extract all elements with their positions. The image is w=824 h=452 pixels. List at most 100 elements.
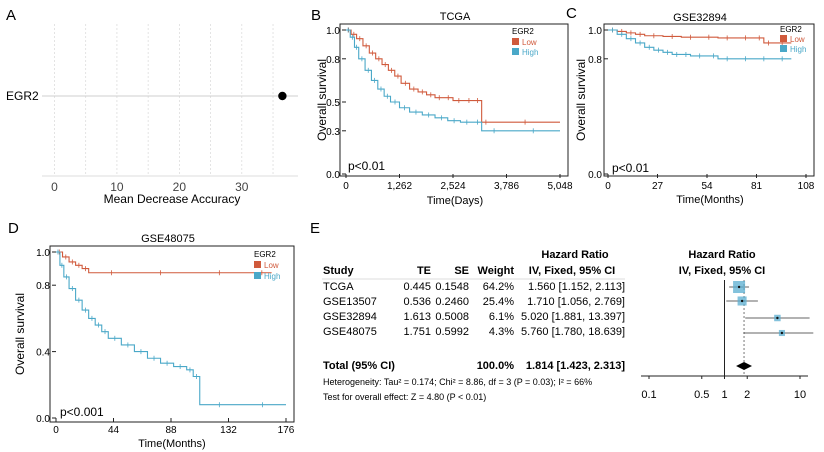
forest-row-study: GSE32894 bbox=[323, 311, 377, 323]
panel-b-frame bbox=[339, 23, 569, 177]
forest-x-tick-label: 2 bbox=[744, 389, 750, 401]
panel-c-legend-high: High bbox=[790, 45, 806, 54]
x-tick-label: 0 bbox=[53, 425, 59, 436]
panel-d-y-label: Overall survival bbox=[13, 293, 27, 375]
panel-d-title: GSE48075 bbox=[141, 233, 195, 245]
x-tick-label: 44 bbox=[108, 425, 120, 436]
panel-b-legend-low: Low bbox=[522, 38, 537, 47]
panel-a-x-tick-label: 0 bbox=[51, 180, 58, 194]
forest-row-ci: 5.760 [1.780, 18.639] bbox=[521, 326, 625, 338]
forest-row-study: GSE48075 bbox=[323, 326, 377, 338]
panel-c-title: GSE32894 bbox=[673, 12, 727, 24]
panel-a: A EGR2 0 10 20 30 Mean Decrease Accuracy bbox=[6, 7, 298, 206]
km-curve-high bbox=[56, 251, 286, 406]
y-tick-label: 0.3 bbox=[326, 127, 340, 138]
forest-row-study: TCGA bbox=[323, 281, 354, 293]
forest-col-study: Study bbox=[323, 265, 354, 277]
panel-a-row-label: EGR2 bbox=[6, 89, 39, 103]
y-tick-label: 1.0 bbox=[326, 26, 340, 37]
panel-d-legend-high-swatch bbox=[254, 272, 261, 279]
x-tick-label: 81 bbox=[751, 181, 763, 192]
forest-study-point bbox=[780, 331, 784, 335]
panel-e: E Hazard Ratio Study TE SE Weight IV, Fi… bbox=[310, 220, 814, 402]
panel-d: D GSE48075 0.0 0.4 0.8 1.0 0 44 88 132 176 p<0.0… bbox=[8, 220, 295, 450]
panel-c-legend-low: Low bbox=[790, 35, 805, 44]
forest-row-te: 1.613 bbox=[403, 311, 431, 323]
panel-c-legend-high-swatch bbox=[780, 45, 787, 52]
panel-label-a: A bbox=[6, 7, 16, 24]
y-tick-label: 0.0 bbox=[588, 170, 602, 181]
panel-c-y-label: Overall survival bbox=[574, 59, 588, 141]
forest-study-point bbox=[776, 316, 779, 320]
panel-d-legend-high: High bbox=[264, 272, 280, 281]
forest-row-study: GSE13507 bbox=[323, 296, 377, 308]
x-tick-label: 0 bbox=[343, 181, 349, 192]
x-tick-label: 3,786 bbox=[494, 181, 519, 192]
forest-total-ci: 1.814 [1.423, 2.313] bbox=[526, 360, 625, 372]
panel-b: B TCGA 0.0 0.3 0.5 0.8 1.0 0 1,262 2,524 3,786 5,… bbox=[311, 7, 573, 207]
panel-b-x-label: Time(Days) bbox=[427, 195, 483, 207]
panel-b-legend-high: High bbox=[522, 48, 538, 57]
forest-row-se: 0.5008 bbox=[435, 311, 469, 323]
km-curve-low bbox=[56, 251, 272, 274]
panel-b-legend-high-swatch bbox=[512, 48, 519, 55]
forest-total-weight: 100.0% bbox=[477, 360, 515, 372]
panel-a-x-tick-label: 30 bbox=[235, 180, 249, 194]
panel-label-d: D bbox=[8, 220, 19, 237]
panel-b-plot: 0.0 0.3 0.5 0.8 1.0 0 1,262 2,524 3,786 5,048 bbox=[326, 26, 573, 192]
forest-row-ci: 1.710 [1.056, 2.769] bbox=[527, 296, 625, 308]
x-tick-label: 27 bbox=[652, 181, 664, 192]
x-tick-label: 2,524 bbox=[440, 181, 465, 192]
panel-label-c: C bbox=[566, 5, 577, 22]
y-tick-label: 0.8 bbox=[326, 55, 340, 66]
forest-col-te: TE bbox=[417, 265, 431, 277]
panel-d-legend-low: Low bbox=[264, 261, 279, 270]
panel-c-pvalue: p<0.01 bbox=[612, 161, 649, 175]
forest-total-label: Total (95% CI) bbox=[323, 360, 395, 372]
forest-col-ci: IV, Fixed, 95% CI bbox=[529, 265, 615, 277]
forest-x-tick-label: 0.5 bbox=[694, 389, 709, 401]
x-tick-label: 1,262 bbox=[387, 181, 412, 192]
x-tick-label: 176 bbox=[278, 425, 295, 436]
forest-row-weight: 64.2% bbox=[483, 281, 514, 293]
panel-a-x-label: Mean Decrease Accuracy bbox=[104, 192, 241, 206]
panel-b-legend-title: EGR2 bbox=[512, 27, 534, 36]
panel-d-x-label: Time(Months) bbox=[138, 438, 205, 450]
x-tick-label: 54 bbox=[701, 181, 713, 192]
panel-d-pvalue: p<0.001 bbox=[60, 405, 104, 419]
forest-overall-test: Test for overall effect: Z = 4.80 (P < 0… bbox=[323, 392, 486, 402]
panel-c-legend-title: EGR2 bbox=[780, 25, 802, 34]
x-tick-label: 88 bbox=[165, 425, 177, 436]
y-tick-label: 0.8 bbox=[36, 281, 50, 292]
panel-b-legend-low-swatch bbox=[512, 38, 519, 45]
forest-row-se: 0.1548 bbox=[435, 281, 469, 293]
panel-a-gridlines bbox=[54, 24, 274, 176]
panel-label-e: E bbox=[310, 220, 320, 237]
panel-b-pvalue: p<0.01 bbox=[348, 159, 385, 173]
panel-d-frame bbox=[49, 245, 295, 423]
forest-study-point bbox=[740, 299, 744, 303]
x-tick-label: 0 bbox=[605, 181, 611, 192]
forest-plot: 0.1 0.5 1 2 10 bbox=[641, 280, 814, 401]
km-curve-high bbox=[608, 29, 792, 60]
forest-study-point bbox=[737, 285, 741, 289]
panel-d-legend-low-swatch bbox=[254, 261, 261, 268]
forest-row-weight: 6.1% bbox=[489, 311, 514, 323]
egr2-importance-point bbox=[278, 91, 287, 101]
panel-c: C GSE32894 0.0 0.8 1.0 0 27 54 81 108 p<0.01 EG… bbox=[566, 5, 815, 206]
forest-x-tick-label: 10 bbox=[794, 389, 806, 401]
forest-row-ci: 1.560 [1.152, 2.113] bbox=[528, 281, 625, 293]
forest-heterogeneity: Heterogeneity: Tau² = 0.174; Chi² = 8.86… bbox=[323, 377, 592, 387]
forest-pooled-diamond bbox=[736, 362, 752, 370]
forest-x-tick-label: 0.1 bbox=[641, 389, 656, 401]
forest-row-se: 0.2460 bbox=[435, 296, 469, 308]
y-tick-label: 1.0 bbox=[588, 26, 602, 37]
forest-row-se: 0.5992 bbox=[435, 326, 469, 338]
panel-c-legend-low-swatch bbox=[780, 35, 787, 42]
panel-c-plot: 0.0 0.8 1.0 0 27 54 81 108 bbox=[588, 26, 815, 192]
y-tick-label: 0.5 bbox=[326, 98, 340, 109]
panel-c-frame bbox=[603, 23, 815, 177]
forest-x-tick-label: 1 bbox=[721, 389, 727, 401]
y-tick-label: 0.0 bbox=[326, 170, 340, 181]
